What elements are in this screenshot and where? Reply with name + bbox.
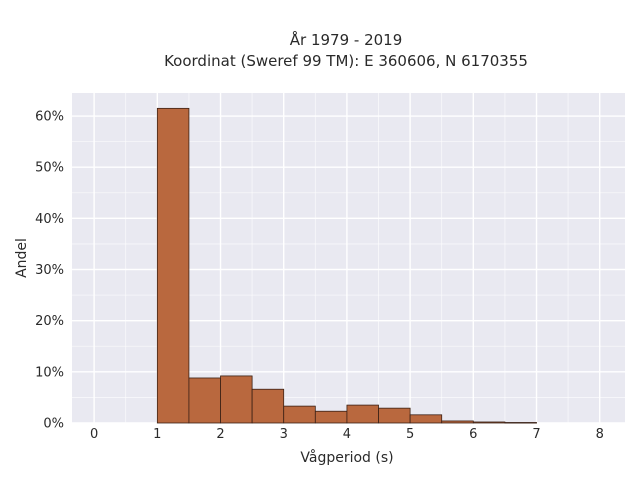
histogram-bar xyxy=(188,377,221,424)
y-tick-labels: 0% 10% 20% 30% 40% 50% 60% xyxy=(35,110,64,432)
chart-title-line1: År 1979 - 2019 xyxy=(290,30,403,49)
x-axis-label: Vågperiod (s) xyxy=(300,449,393,466)
y-axis-label: Andel xyxy=(14,238,30,278)
histogram-bar xyxy=(220,375,253,424)
x-tick-label: 7 xyxy=(532,427,540,442)
x-tick-label: 6 xyxy=(469,427,477,442)
plot-area xyxy=(72,93,625,423)
x-tick-label: 5 xyxy=(406,427,414,442)
histogram-bar xyxy=(251,388,285,424)
x-tick-label: 8 xyxy=(596,427,604,442)
y-tick-label: 60% xyxy=(35,110,64,125)
y-tick-label: 10% xyxy=(35,365,64,380)
histogram-bar xyxy=(283,405,316,424)
histogram-bar xyxy=(156,107,190,424)
x-tick-label: 1 xyxy=(153,427,161,442)
histogram-bar xyxy=(346,404,379,424)
histogram-bar xyxy=(378,407,411,424)
x-tick-label: 3 xyxy=(280,427,288,442)
y-tick-label: 0% xyxy=(43,417,64,432)
x-tick-labels: 0 1 2 3 4 5 6 7 8 xyxy=(90,427,604,442)
histogram-bar xyxy=(504,422,537,424)
histogram-bars xyxy=(156,107,537,424)
histogram-bar xyxy=(314,410,348,424)
x-tick-label: 0 xyxy=(90,427,98,442)
y-tick-label: 40% xyxy=(35,212,64,227)
histogram-bar xyxy=(472,421,506,424)
histogram-bar xyxy=(441,420,474,424)
x-tick-label: 2 xyxy=(216,427,224,442)
y-tick-label: 30% xyxy=(35,263,64,278)
y-tick-label: 20% xyxy=(35,314,64,329)
histogram-bar xyxy=(409,414,443,424)
x-tick-label: 4 xyxy=(343,427,351,442)
y-tick-label: 50% xyxy=(35,161,64,176)
chart-title-line2: Koordinat (Sweref 99 TM): E 360606, N 61… xyxy=(164,52,528,70)
